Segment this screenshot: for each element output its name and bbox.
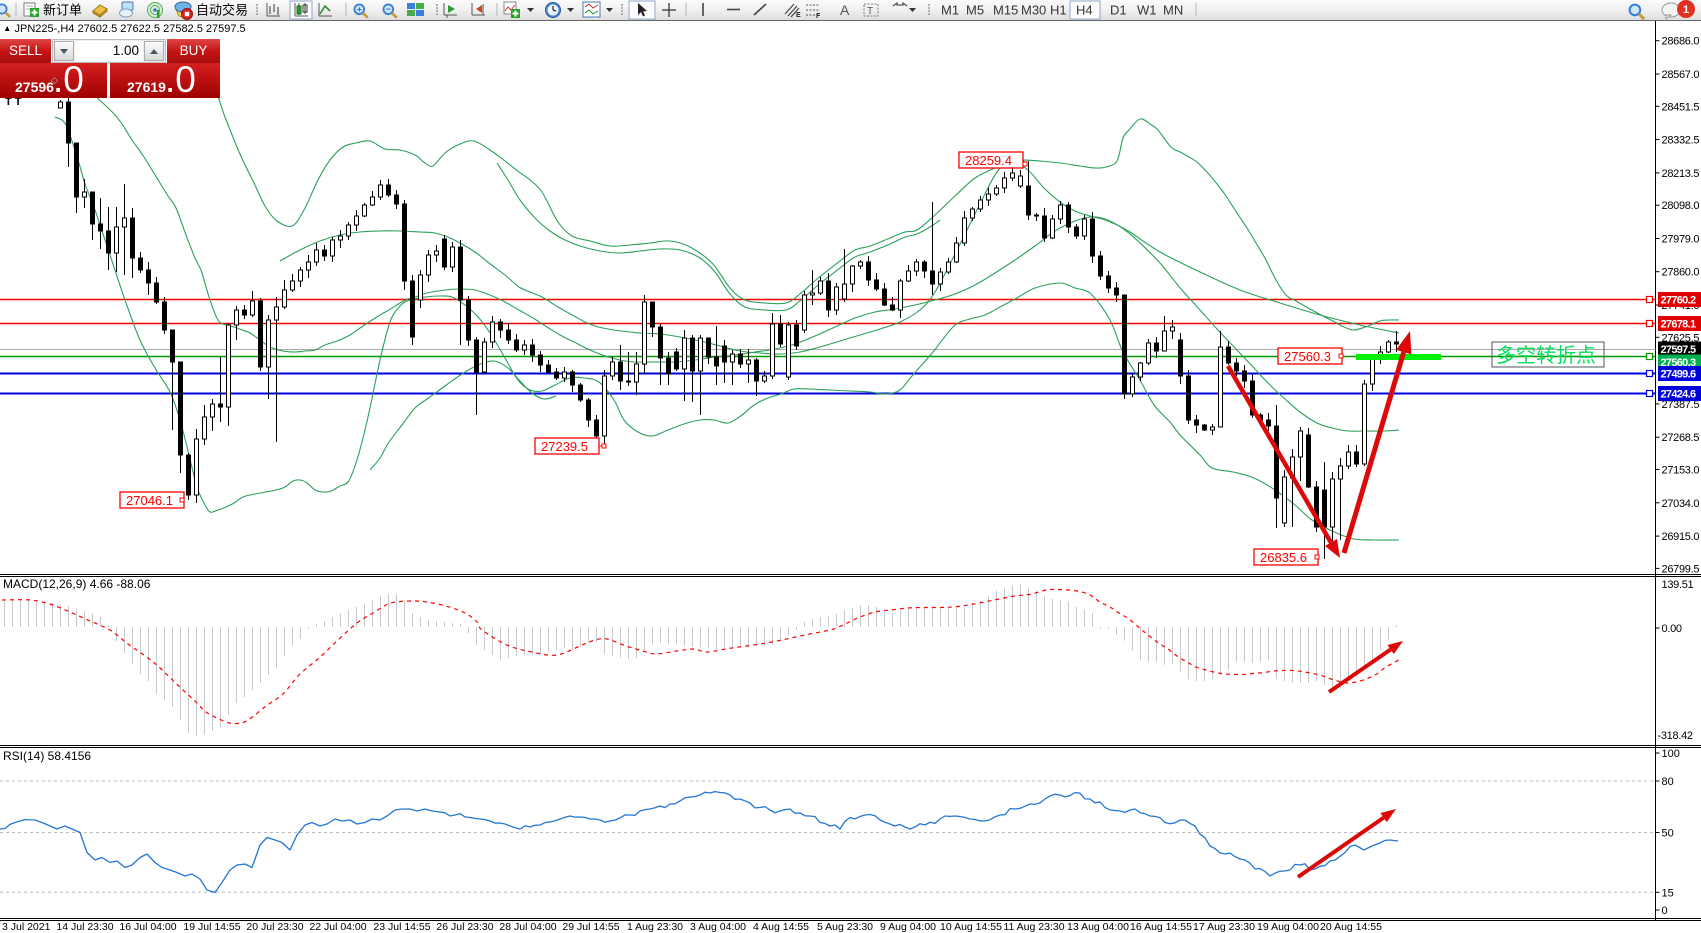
svg-text:27239.5: 27239.5 xyxy=(541,439,588,454)
svg-text:26 Jul 23:30: 26 Jul 23:30 xyxy=(436,921,493,933)
svg-text:T T: T T xyxy=(5,96,22,108)
svg-text:27678.1: 27678.1 xyxy=(1661,319,1696,331)
svg-text:17 Aug 23:30: 17 Aug 23:30 xyxy=(1193,921,1255,933)
svg-text:D1: D1 xyxy=(1110,3,1127,18)
svg-text:29 Jul 14:55: 29 Jul 14:55 xyxy=(562,921,619,933)
svg-text:9 Aug 04:00: 9 Aug 04:00 xyxy=(880,921,936,933)
svg-text:27560.3: 27560.3 xyxy=(1284,349,1331,364)
svg-text:H1: H1 xyxy=(1050,3,1067,18)
svg-text:F: F xyxy=(816,13,821,20)
svg-text:28213.5: 28213.5 xyxy=(1662,168,1700,180)
svg-text:27979.0: 27979.0 xyxy=(1662,234,1700,246)
svg-text:16 Jul 04:00: 16 Jul 04:00 xyxy=(119,921,176,933)
svg-text:28686.0: 28686.0 xyxy=(1662,36,1700,48)
svg-text:100: 100 xyxy=(1662,748,1680,760)
svg-text:20 Aug 14:55: 20 Aug 14:55 xyxy=(1320,921,1382,933)
svg-text:27760.2: 27760.2 xyxy=(1661,295,1696,307)
svg-text:28098.0: 28098.0 xyxy=(1662,200,1700,212)
svg-text:H4: H4 xyxy=(1076,3,1093,18)
svg-text:A: A xyxy=(840,2,850,18)
svg-text:28451.5: 28451.5 xyxy=(1662,101,1700,113)
svg-text:26799.5: 26799.5 xyxy=(1662,563,1700,575)
svg-text:新订单: 新订单 xyxy=(43,3,82,18)
svg-text:80: 80 xyxy=(1662,776,1674,788)
svg-text:27597.5: 27597.5 xyxy=(1661,344,1696,356)
svg-text:3 Jul 2021: 3 Jul 2021 xyxy=(2,921,51,933)
svg-text:19 Aug 04:00: 19 Aug 04:00 xyxy=(1257,921,1319,933)
svg-text:W1: W1 xyxy=(1137,3,1157,18)
svg-text:0: 0 xyxy=(1662,905,1668,917)
svg-text:139.51: 139.51 xyxy=(1662,579,1694,591)
svg-text:自动交易: 自动交易 xyxy=(196,3,248,18)
svg-text:19 Jul 14:55: 19 Jul 14:55 xyxy=(183,921,240,933)
svg-text:MACD(12,26,9) 4.66 -88.06: MACD(12,26,9) 4.66 -88.06 xyxy=(3,577,151,591)
svg-text:M5: M5 xyxy=(966,3,984,18)
svg-text:28567.0: 28567.0 xyxy=(1662,69,1700,81)
svg-text:28332.5: 28332.5 xyxy=(1662,135,1700,147)
svg-text:M30: M30 xyxy=(1021,3,1046,18)
svg-text:26835.6: 26835.6 xyxy=(1260,550,1307,565)
svg-text:5 Aug 23:30: 5 Aug 23:30 xyxy=(817,921,873,933)
svg-text:多空转折点: 多空转折点 xyxy=(1496,344,1596,367)
svg-text:E: E xyxy=(796,12,801,19)
svg-text:16 Aug 14:55: 16 Aug 14:55 xyxy=(1130,921,1192,933)
svg-text:28 Jul 04:00: 28 Jul 04:00 xyxy=(499,921,556,933)
svg-text:27046.1: 27046.1 xyxy=(126,493,173,508)
svg-text:23 Jul 14:55: 23 Jul 14:55 xyxy=(373,921,430,933)
svg-text:-318.42: -318.42 xyxy=(1658,730,1693,742)
svg-text:MN: MN xyxy=(1163,3,1183,18)
svg-text:15: 15 xyxy=(1662,887,1674,899)
svg-text:−: − xyxy=(386,4,391,14)
svg-text:+: + xyxy=(357,4,362,14)
svg-text:M1: M1 xyxy=(941,3,959,18)
svg-text:50: 50 xyxy=(1662,828,1674,840)
svg-text:11 Aug 23:30: 11 Aug 23:30 xyxy=(1003,921,1064,933)
svg-text:13 Aug 04:00: 13 Aug 04:00 xyxy=(1067,921,1129,933)
svg-text:20 Jul 23:30: 20 Jul 23:30 xyxy=(246,921,303,933)
svg-text:1: 1 xyxy=(1683,4,1689,16)
svg-text:1 Aug 23:30: 1 Aug 23:30 xyxy=(627,921,683,933)
svg-text:M15: M15 xyxy=(993,3,1018,18)
svg-text:14 Jul 23:30: 14 Jul 23:30 xyxy=(56,921,113,933)
svg-text:4 Aug 14:55: 4 Aug 14:55 xyxy=(753,921,809,933)
svg-text:27625.5: 27625.5 xyxy=(1662,332,1700,344)
svg-text:27424.6: 27424.6 xyxy=(1661,389,1696,401)
svg-text:10 Aug 14:55: 10 Aug 14:55 xyxy=(940,921,1002,933)
svg-text:28259.4: 28259.4 xyxy=(965,153,1012,168)
svg-text:RSI(14) 58.4156: RSI(14) 58.4156 xyxy=(3,749,91,763)
svg-text:0.00: 0.00 xyxy=(1662,623,1682,635)
svg-text:27268.5: 27268.5 xyxy=(1662,432,1700,444)
svg-text:27153.0: 27153.0 xyxy=(1662,465,1700,477)
svg-text:22 Jul 04:00: 22 Jul 04:00 xyxy=(309,921,366,933)
svg-text:T: T xyxy=(867,6,873,17)
svg-text:27499.6: 27499.6 xyxy=(1661,369,1696,381)
svg-text:27034.0: 27034.0 xyxy=(1662,498,1700,510)
svg-text:26915.0: 26915.0 xyxy=(1662,531,1700,543)
svg-text:27387.5: 27387.5 xyxy=(1662,399,1700,411)
svg-text:3 Aug 04:00: 3 Aug 04:00 xyxy=(690,921,746,933)
svg-text:27860.0: 27860.0 xyxy=(1662,267,1700,279)
